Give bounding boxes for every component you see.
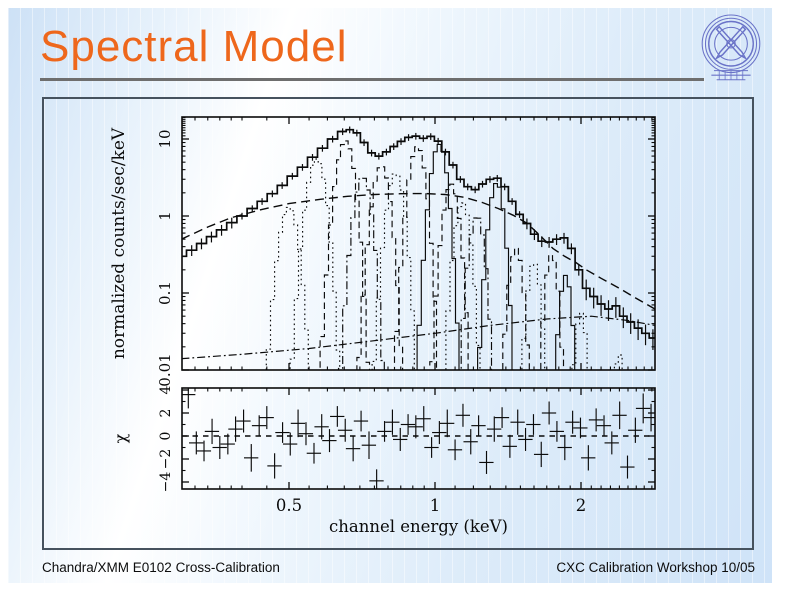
chi-panel-frame <box>181 387 656 490</box>
footer-left-text: Chandra/XMM E0102 Cross-Calibration <box>42 560 280 575</box>
axis-text: 0 <box>158 432 174 441</box>
plot-frame: 0.01 0.1 1 10 −4 −2 0 2 4 0.5 1 2 channel energy (ke… <box>42 97 754 550</box>
main-panel-frame <box>181 116 656 371</box>
axis-text: 2 <box>158 409 174 418</box>
chi-panel-content <box>182 388 655 489</box>
slide-background: Spectral Model 0.01 0.1 1 10 −4 −2 0 2 4 0.5 1 2 cha… <box>8 8 772 583</box>
footer-right-text: CXC Calibration Workshop 10/05 <box>556 560 755 575</box>
axis-text: 10 <box>156 129 174 148</box>
axis-text: 0.1 <box>156 281 174 305</box>
slide-title: Spectral Model <box>40 22 348 71</box>
axis-text: −4 <box>158 472 174 493</box>
axis-text: −2 <box>158 449 174 470</box>
axis-text: 4 <box>158 385 174 394</box>
axis-text: 0.01 <box>156 353 174 386</box>
cxc-logo-icon <box>701 14 761 81</box>
axis-text: 0.5 <box>276 496 302 515</box>
axis-text: 1 <box>430 496 441 515</box>
title-underline <box>40 78 704 81</box>
axis-text: 1 <box>156 211 174 221</box>
footer: Chandra/XMM E0102 Cross-Calibration CXC … <box>8 560 772 582</box>
axis-text: normalized counts/sec/keV <box>109 127 129 359</box>
main-panel-content <box>182 126 655 370</box>
axis-text: channel energy (keV) <box>329 517 508 536</box>
axis-text: 2 <box>576 496 587 515</box>
axis-text: χ <box>111 433 130 443</box>
spectral-plot: 0.01 0.1 1 10 −4−2 0 2 4 0.5 1 2 channel energy (ke… <box>109 116 656 536</box>
